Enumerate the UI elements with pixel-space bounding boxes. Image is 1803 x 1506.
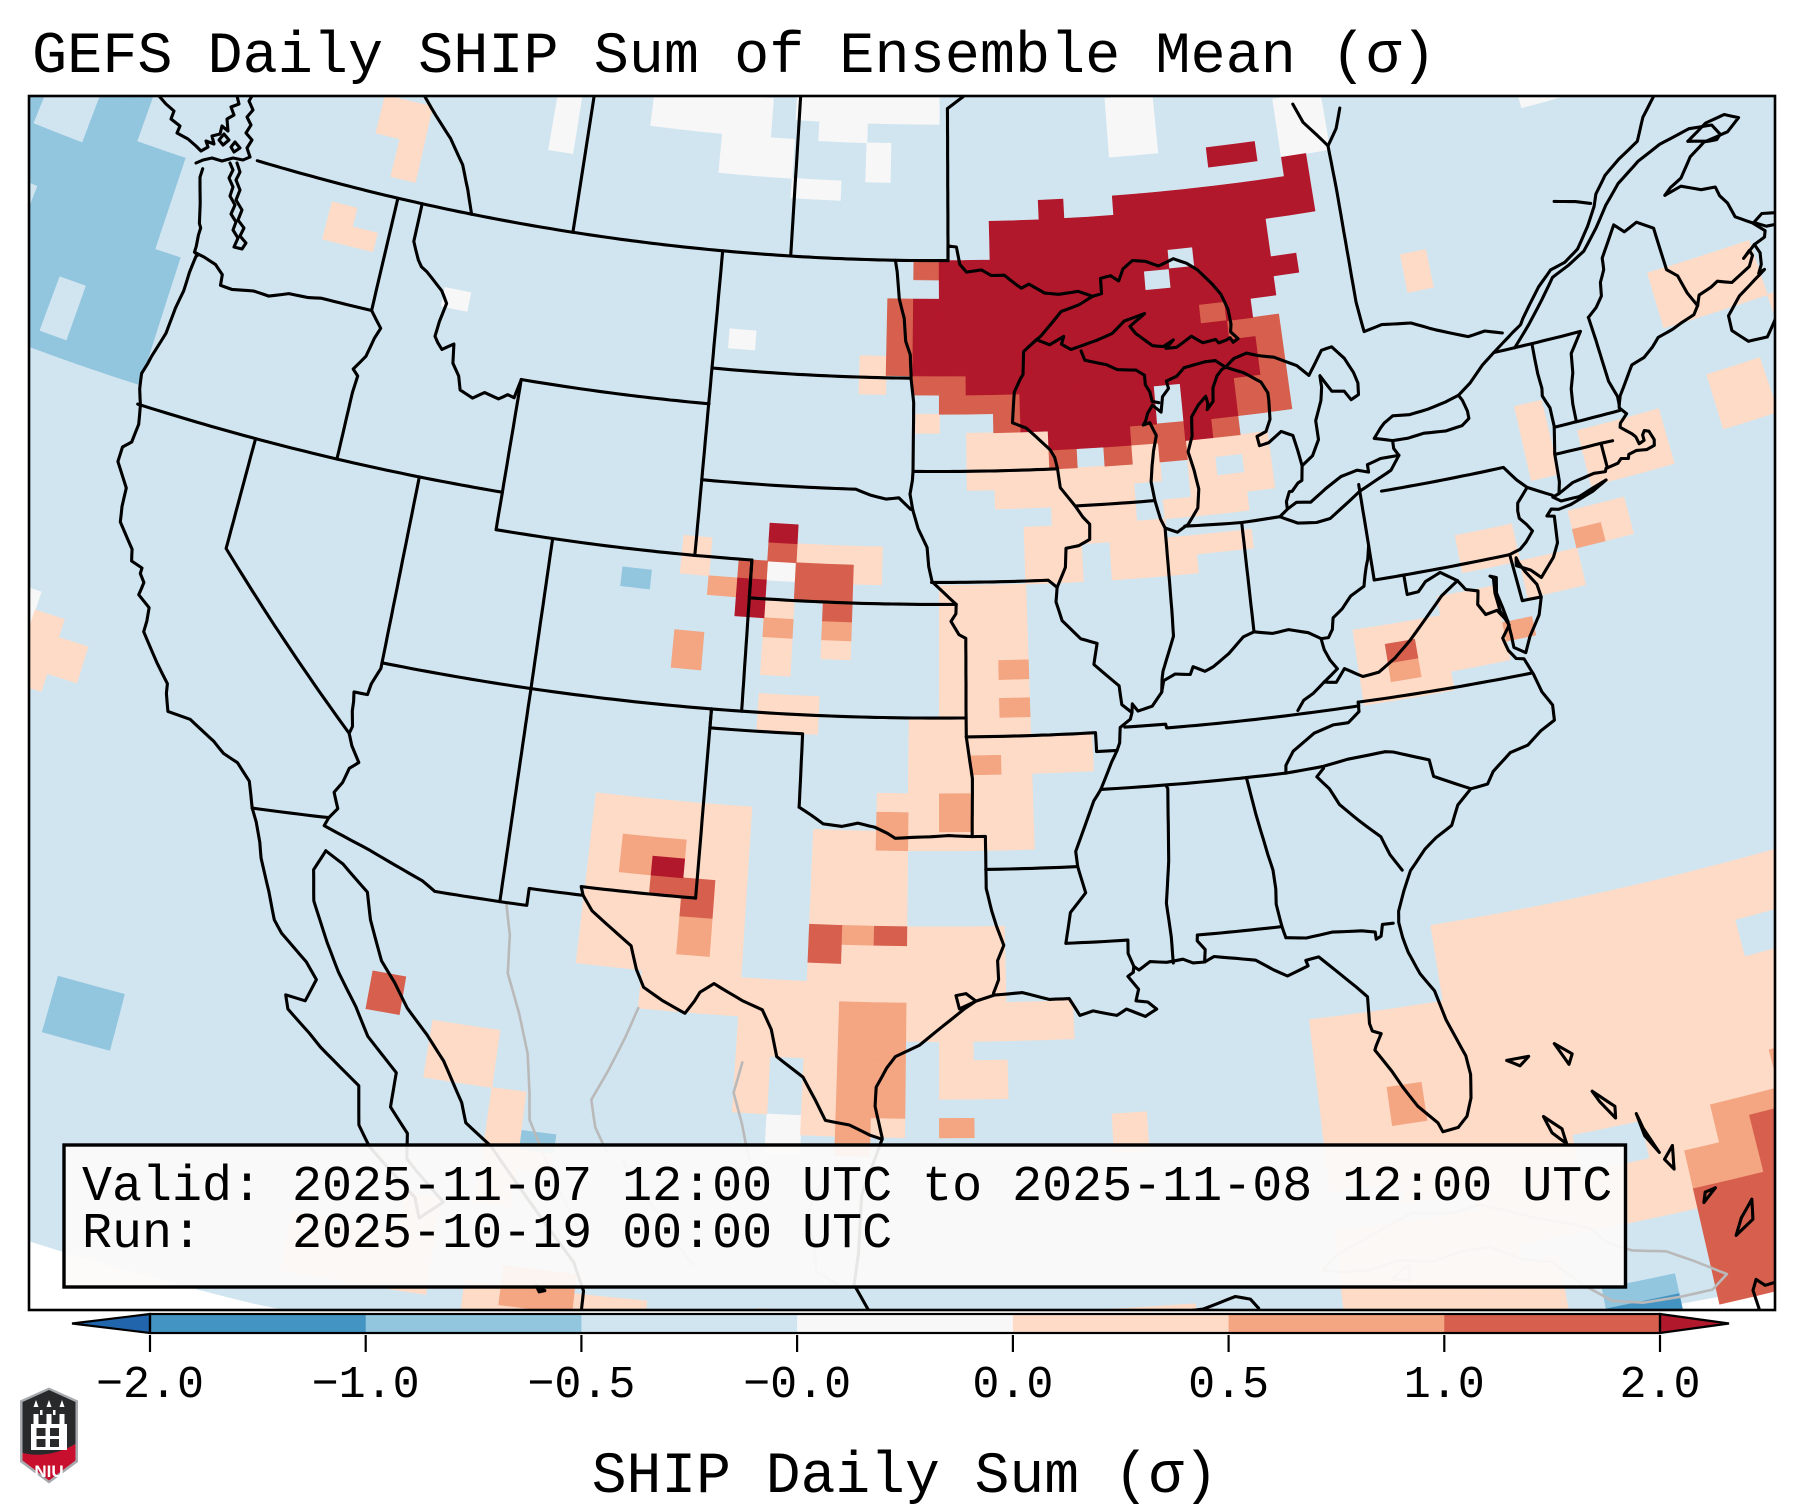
svg-text:Valid: 2025-11-07 12:00 UTC to: Valid: 2025-11-07 12:00 UTC to 2025-11-0… — [82, 1159, 1612, 1216]
svg-text:0.0: 0.0 — [972, 1360, 1053, 1411]
svg-text:−0.0: −0.0 — [743, 1360, 851, 1411]
svg-text:Run: 2025-10-19 00:00 UTC: Run: 2025-10-19 00:00 UTC — [82, 1206, 892, 1263]
svg-text:−0.5: −0.5 — [527, 1360, 635, 1411]
svg-text:SHIP Daily Sum (σ): SHIP Daily Sum (σ) — [592, 1445, 1219, 1506]
svg-text:−1.0: −1.0 — [312, 1360, 420, 1411]
svg-text:1.0: 1.0 — [1404, 1360, 1485, 1411]
svg-text:2.0: 2.0 — [1619, 1360, 1700, 1411]
svg-text:−2.0: −2.0 — [96, 1360, 204, 1411]
svg-text:NIU: NIU — [34, 1462, 63, 1481]
svg-text:0.5: 0.5 — [1188, 1360, 1269, 1411]
